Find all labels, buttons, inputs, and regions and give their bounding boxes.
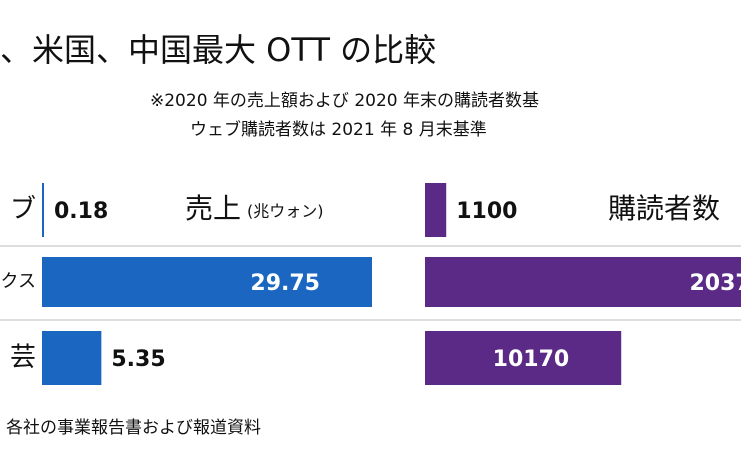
bar (42, 183, 44, 237)
category-label: ブ (10, 195, 36, 225)
value-label: 1100 (456, 199, 517, 224)
panel-title: 売上 (185, 192, 241, 225)
bar (425, 257, 741, 307)
bar (42, 331, 102, 385)
category-label: 芸 (10, 343, 36, 373)
panel-unit: (兆ウォン) (247, 202, 324, 221)
panel-title: 購読者数 (608, 192, 720, 225)
value-label: 29.75 (250, 271, 320, 296)
source: 各社の事業報告書および報道資料 (6, 418, 261, 438)
value-label: 5.35 (111, 347, 165, 372)
bar (42, 257, 372, 307)
bar (425, 331, 622, 385)
value-label: 0.18 (54, 199, 108, 224)
note: ウェブ購読者数は 2021 年 8 月末基準 (190, 119, 487, 140)
note: ※2020 年の売上額および 2020 年末の購読者数基 (150, 91, 539, 111)
value-label: 10170 (493, 347, 570, 372)
category-label: クス (1, 271, 36, 292)
bar (425, 183, 447, 237)
title: 、米国、中国最大 OTT の比較 (0, 31, 436, 69)
value-label: 20370 (689, 271, 741, 296)
